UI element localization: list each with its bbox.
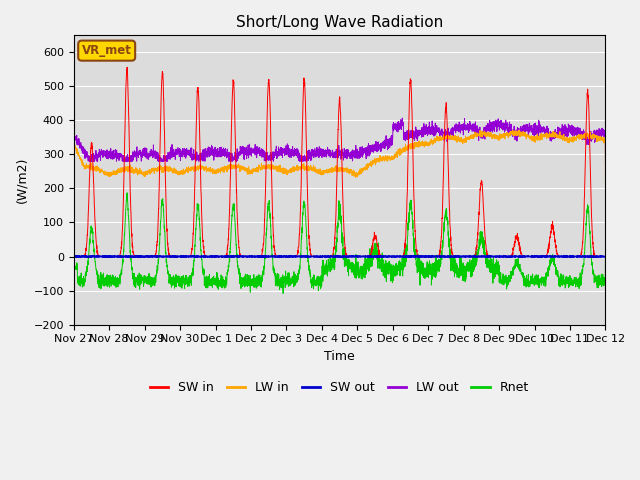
LW out	[70, 130, 77, 135]
SW in	[602, 253, 609, 259]
SW out	[184, 253, 191, 259]
Rnet	[401, 258, 409, 264]
Title: Short/Long Wave Radiation: Short/Long Wave Radiation	[236, 15, 444, 30]
LW in	[392, 152, 399, 158]
Line: SW in: SW in	[74, 67, 605, 256]
Text: VR_met: VR_met	[82, 44, 132, 57]
SW out	[225, 253, 232, 259]
Line: LW in: LW in	[74, 130, 605, 181]
LW in	[401, 147, 408, 153]
LW out	[399, 115, 406, 121]
Rnet	[392, 263, 399, 268]
SW in	[218, 253, 226, 259]
Rnet	[124, 190, 131, 196]
LW in	[70, 143, 77, 148]
SW in	[124, 64, 131, 70]
SW in	[401, 246, 408, 252]
LW in	[184, 168, 191, 173]
LW in	[516, 127, 524, 133]
LW in	[218, 167, 226, 172]
LW in	[551, 133, 559, 139]
SW out	[602, 253, 609, 259]
SW in	[602, 253, 609, 259]
Rnet	[70, 265, 77, 271]
Line: LW out: LW out	[74, 118, 605, 161]
Line: SW out: SW out	[74, 256, 605, 257]
Legend: SW in, LW in, SW out, LW out, Rnet: SW in, LW in, SW out, LW out, Rnet	[145, 376, 534, 399]
SW in	[184, 253, 191, 259]
Rnet	[552, 264, 559, 270]
Rnet	[184, 283, 191, 289]
Rnet	[602, 280, 609, 286]
Rnet	[218, 278, 226, 284]
SW out	[401, 253, 408, 259]
LW out	[602, 158, 609, 164]
SW in	[392, 253, 399, 259]
SW in	[70, 253, 77, 259]
Rnet	[279, 290, 287, 296]
LW in	[602, 179, 609, 184]
LW out	[85, 158, 93, 164]
SW out	[218, 254, 226, 260]
SW in	[551, 237, 559, 243]
SW out	[392, 254, 399, 260]
LW out	[401, 137, 409, 143]
LW out	[552, 127, 559, 132]
LW out	[602, 134, 609, 140]
LW out	[218, 151, 226, 156]
Rnet	[602, 253, 609, 259]
Line: Rnet: Rnet	[74, 193, 605, 293]
LW out	[184, 151, 191, 156]
X-axis label: Time: Time	[324, 350, 355, 363]
LW in	[602, 138, 609, 144]
SW out	[70, 254, 77, 260]
SW out	[552, 254, 559, 260]
LW out	[392, 121, 399, 127]
SW out	[450, 254, 458, 260]
Y-axis label: (W/m2): (W/m2)	[15, 157, 28, 203]
SW out	[602, 254, 609, 260]
